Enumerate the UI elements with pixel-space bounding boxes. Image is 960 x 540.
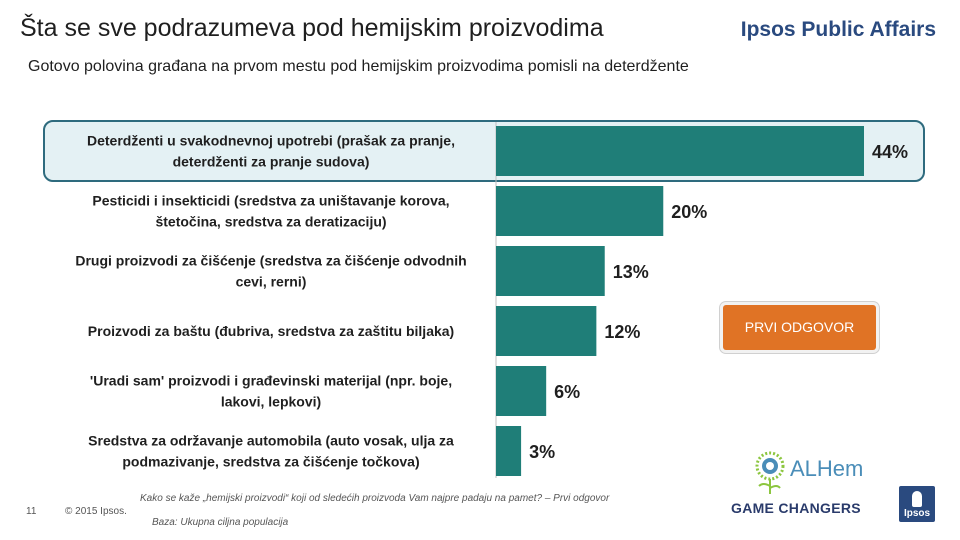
- page-subtitle: Gotovo polovina građana na prvom mestu p…: [28, 58, 689, 75]
- ipsos-mark-icon: [912, 491, 922, 507]
- alhem-logo-text: ALHem: [790, 456, 863, 481]
- game-changers-logo: GAME CHANGERS: [731, 500, 861, 516]
- survey-question: Kako se kaže „hemijski proizvodi“ koji o…: [140, 493, 610, 504]
- category-label-line: Pesticidi i insekticidi (sredstva za uni…: [92, 193, 449, 209]
- category-label-line: Sredstva za održavanje automobila (auto …: [88, 433, 454, 449]
- value-label-3: 13%: [613, 262, 649, 282]
- first-answer-callout: PRVI ODGOVOR: [723, 305, 876, 350]
- ipsos-public-affairs-logo: Ipsos Public Affairs: [740, 18, 936, 41]
- bar-6: [496, 426, 522, 476]
- category-label-4: Proizvodi za baštu (đubriva, sredstva za…: [88, 323, 454, 339]
- value-label-2: 20%: [671, 202, 707, 222]
- category-label-line: 'Uradi sam' proizvodi i građevinski mate…: [90, 373, 452, 389]
- category-label-line: cevi, rerni): [236, 274, 307, 290]
- value-label-1: 44%: [872, 142, 908, 162]
- page-title: Šta se sve podrazumeva pod hemijskim pro…: [20, 14, 604, 42]
- category-label-2: Pesticidi i insekticidi (sredstva za uni…: [92, 193, 449, 230]
- bar-5: [496, 366, 547, 416]
- alhem-logo: ALHem: [755, 451, 863, 494]
- ipsos-logo-text: Ipsos: [903, 508, 931, 519]
- category-label-line: Deterdženti u svakodnevnoj upotrebi (pra…: [87, 133, 455, 149]
- bar-4: [496, 306, 597, 356]
- bar-2: [496, 186, 664, 236]
- category-label-line: lakovi, lepkovi): [221, 394, 321, 410]
- category-label-1: Deterdženti u svakodnevnoj upotrebi (pra…: [87, 133, 455, 170]
- copyright: © 2015 Ipsos.: [65, 506, 127, 517]
- category-label-3: Drugi proizvodi za čišćenje (sredstva za…: [75, 253, 466, 290]
- base-note: Baza: Ukupna ciljna populacija: [152, 517, 289, 528]
- category-label-6: Sredstva za održavanje automobila (auto …: [88, 433, 454, 470]
- page-number: 11: [26, 506, 37, 517]
- category-label-line: podmazivanje, sredstva za čišćenje točko…: [122, 454, 419, 470]
- ipsos-logo: Ipsos: [899, 486, 935, 522]
- category-label-5: 'Uradi sam' proizvodi i građevinski mate…: [90, 373, 452, 410]
- category-label-line: štetočina, sredstva za deratizaciju): [155, 214, 386, 230]
- flower-icon: [755, 451, 785, 494]
- category-label-line: deterdženti za pranje sudova): [173, 154, 370, 170]
- value-label-5: 6%: [554, 382, 580, 402]
- bar-1: [496, 126, 864, 176]
- value-label-6: 3%: [529, 442, 555, 462]
- value-label-4: 12%: [604, 322, 640, 342]
- category-label-line: Drugi proizvodi za čišćenje (sredstva za…: [75, 253, 466, 269]
- category-label-line: Proizvodi za baštu (đubriva, sredstva za…: [88, 323, 454, 339]
- bar-3: [496, 246, 605, 296]
